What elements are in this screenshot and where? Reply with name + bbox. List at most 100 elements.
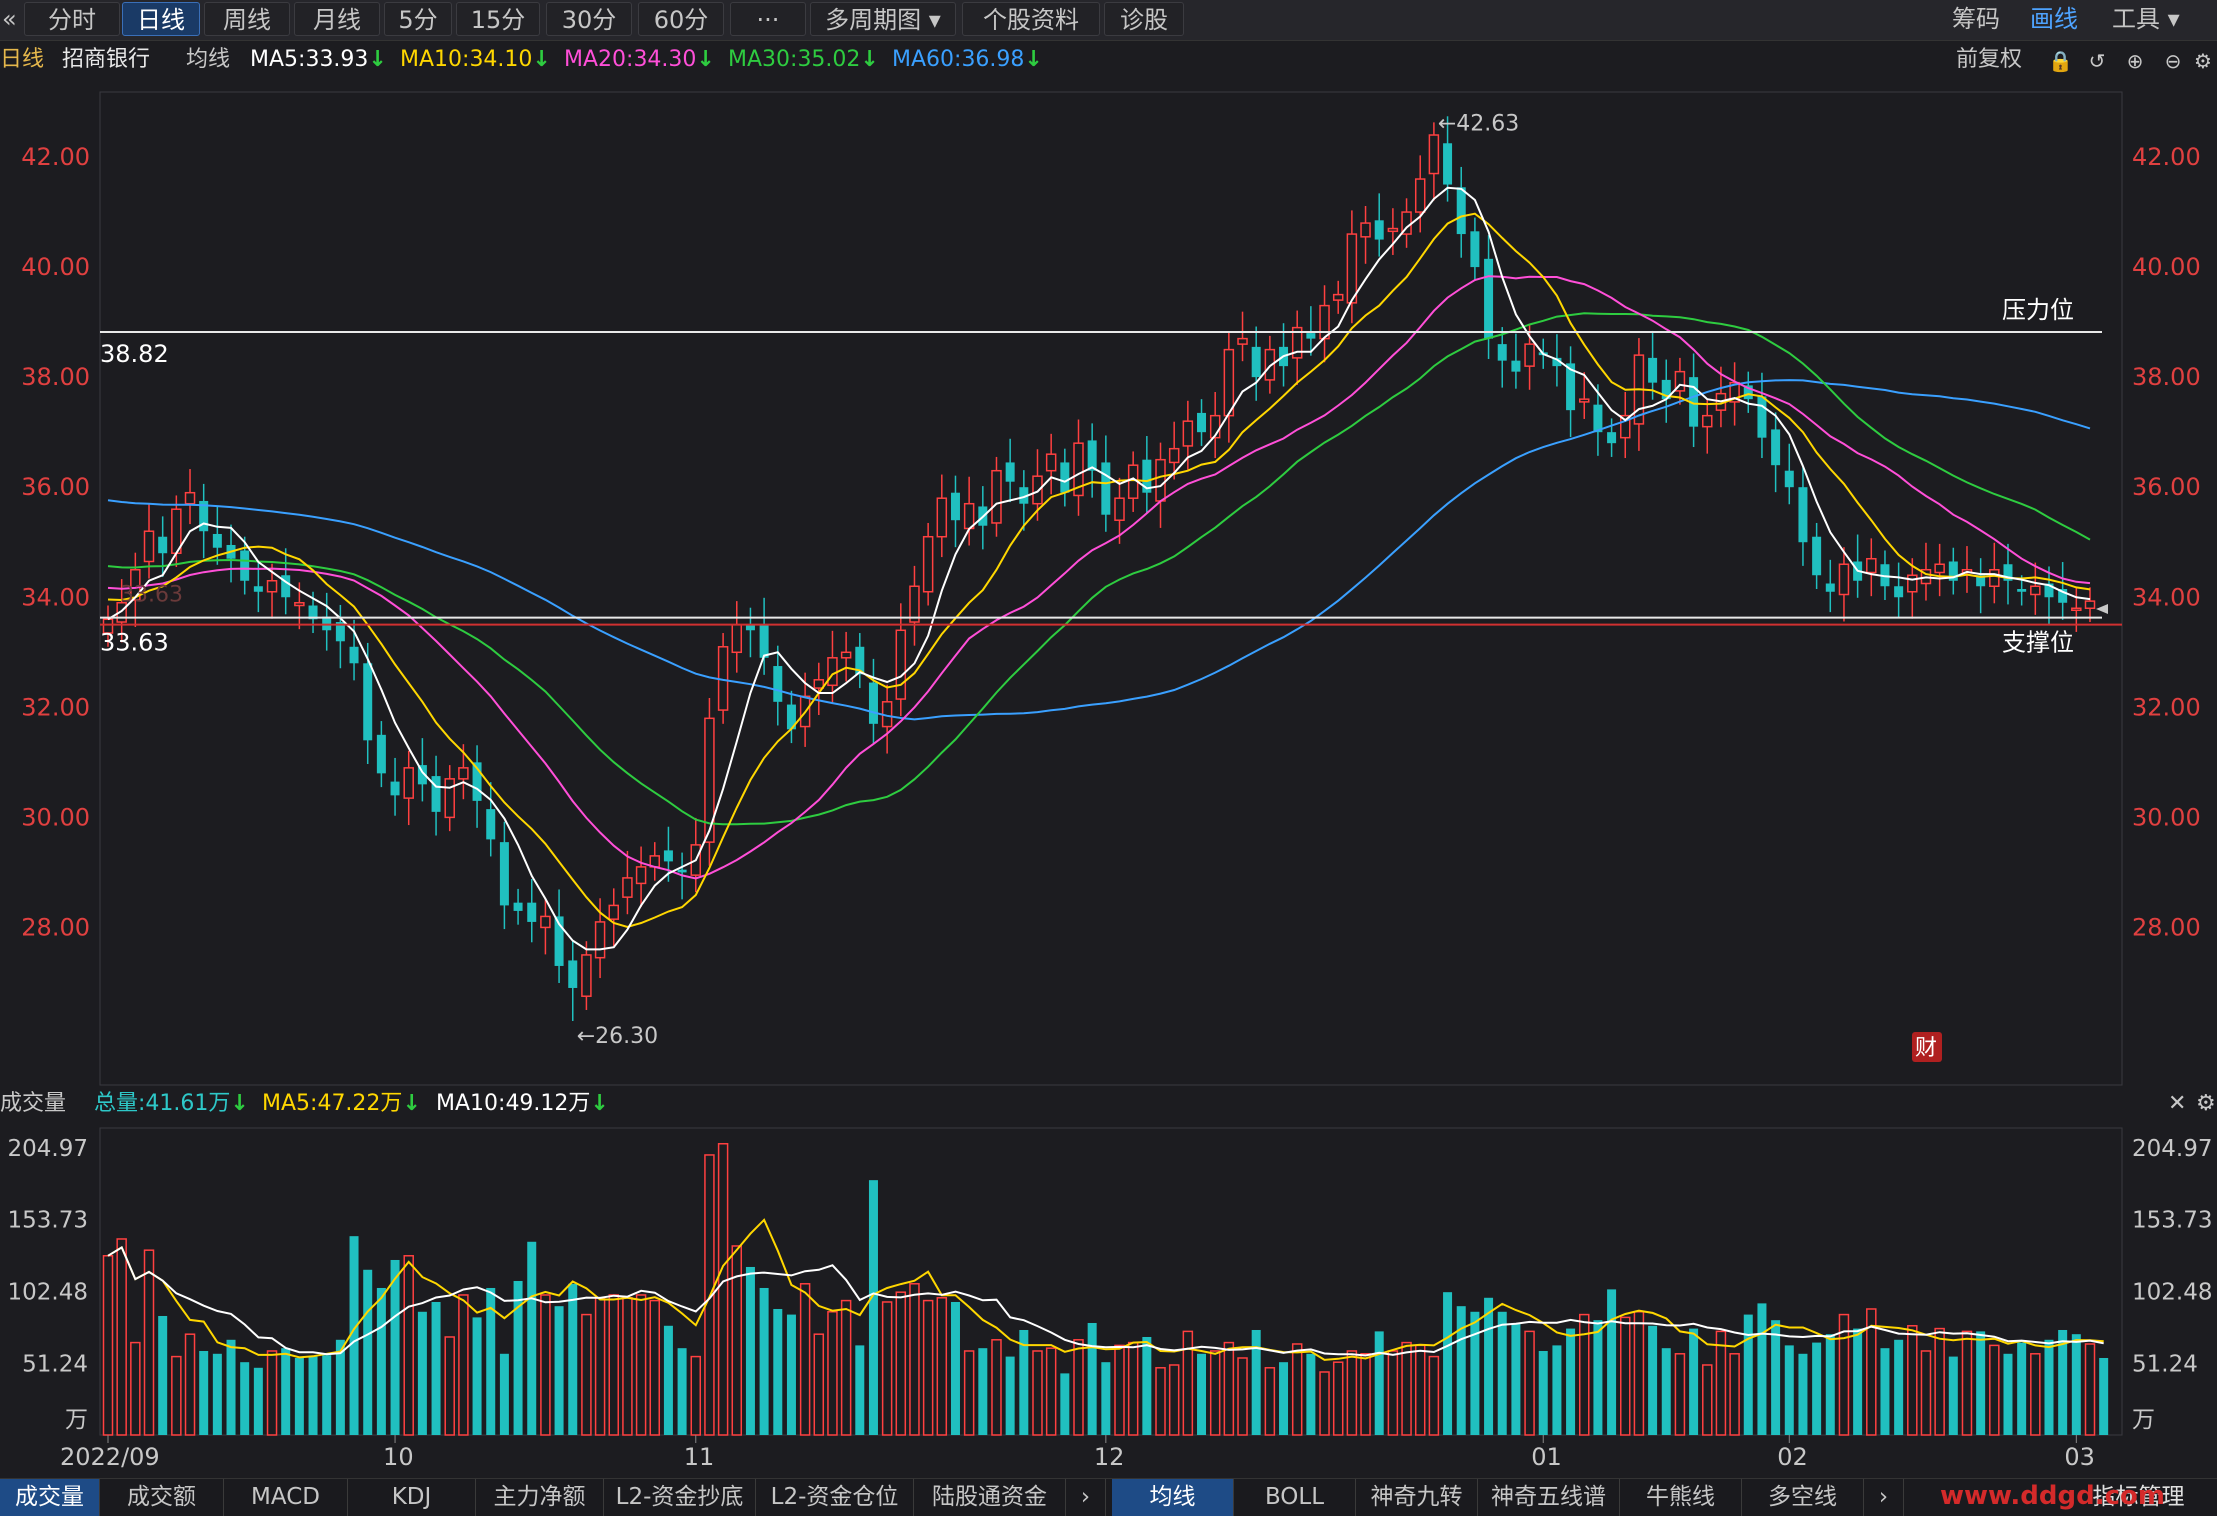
volume-bar-up — [608, 1294, 620, 1436]
candle-body-down — [1948, 561, 1958, 581]
tab-30min[interactable]: 30分 — [546, 2, 632, 36]
volume-bar-down — [1005, 1356, 1015, 1435]
ma-label[interactable]: 均线 — [186, 47, 231, 72]
candle-body-down — [158, 536, 168, 554]
candle-body-down — [199, 500, 209, 532]
tab-weekly[interactable]: 周线 — [204, 2, 290, 36]
volume-bar-up — [1332, 1361, 1344, 1436]
price-tick-right: 38.00 — [2132, 363, 2201, 391]
tab-long-short[interactable]: 多空线 — [1742, 1479, 1864, 1516]
tab-15min[interactable]: 15分 — [456, 2, 540, 36]
volume-bar-down — [978, 1348, 988, 1435]
volume-bar-up — [1360, 1353, 1371, 1436]
draw-line-button[interactable]: 画线 — [2030, 5, 2078, 33]
volume-bar-down — [308, 1356, 318, 1435]
ma60-value: MA60:36.98↓ — [892, 40, 1043, 80]
tab-boll[interactable]: BOLL — [1234, 1479, 1356, 1516]
candle-body-down — [1689, 377, 1699, 427]
tab-northbound[interactable]: 陆股通资金 — [914, 1479, 1066, 1516]
tab-monthly[interactable]: 月线 — [294, 2, 380, 36]
volume-bar-up — [1209, 1350, 1221, 1436]
tab-magic-nine[interactable]: 神奇九转 — [1356, 1479, 1478, 1516]
candle-body-down — [1511, 360, 1521, 372]
kline-chart[interactable]: 42.00 42.00 40.00 40.00 38.00 38.00 36.00 36.00… — [0, 80, 2217, 1478]
tab-bull-bear[interactable]: 牛熊线 — [1620, 1479, 1742, 1516]
ma30-down-icon: ↓ — [860, 47, 879, 72]
volume-bar-up — [1866, 1308, 1877, 1436]
candle-body-down — [308, 605, 318, 620]
volume-bar-up — [1401, 1341, 1412, 1436]
tab-kdj[interactable]: KDJ — [348, 1479, 476, 1516]
candle-body-down — [1306, 333, 1316, 339]
candle-body-up — [1428, 134, 1440, 175]
tab-ma-overlay[interactable]: 均线 — [1112, 1479, 1234, 1516]
volume-bar-down — [1689, 1328, 1699, 1435]
candle-body-down — [349, 646, 359, 664]
scroll-right-icon[interactable]: › — [1066, 1479, 1106, 1516]
finance-icon: 财 — [1915, 1036, 1937, 1061]
stock-profile-button[interactable]: 个股资料 — [962, 2, 1100, 36]
tab-l2-position[interactable]: L2-资金仓位 — [756, 1479, 914, 1516]
candle-body-up — [1291, 326, 1303, 359]
candle-body-up — [622, 877, 633, 898]
volume-bar-up — [881, 1301, 893, 1436]
volume-bar-down — [1019, 1329, 1029, 1435]
price-tick-left: 40.00 — [21, 253, 90, 281]
candle-body-down — [855, 646, 865, 675]
tab-volume[interactable]: 成交量 — [0, 1479, 100, 1516]
tab-5min[interactable]: 5分 — [384, 2, 452, 36]
zoom-out-icon[interactable]: ⊖ — [2164, 49, 2182, 73]
volume-bar-down — [677, 1348, 687, 1435]
volume-tick-left: 51.24 — [22, 1351, 88, 1377]
candle-body-down — [1771, 429, 1781, 466]
ma20-down-icon: ↓ — [696, 47, 715, 72]
collapse-icon[interactable]: « — [2, 5, 17, 33]
volume-bar-down — [527, 1241, 537, 1435]
watermark: www.ddgd.com — [1940, 1481, 2165, 1511]
stock-name[interactable]: 招商银行 — [62, 47, 151, 72]
price-tick-left: 34.00 — [21, 583, 90, 611]
settings-icon[interactable]: ⚙ — [2194, 49, 2212, 73]
tab-macd[interactable]: MACD — [224, 1479, 348, 1516]
undo-icon[interactable]: ↺ — [2088, 49, 2106, 73]
candle-body-up — [2084, 600, 2096, 610]
candle-body-down — [390, 781, 400, 796]
tab-l2-bottom[interactable]: L2-资金抄底 — [604, 1479, 756, 1516]
volume-total-down-icon: ↓ — [230, 1091, 249, 1116]
volume-bar-down — [1251, 1329, 1261, 1435]
candle-body-up — [840, 651, 852, 659]
volume-bar-down — [1456, 1306, 1466, 1435]
tools-dropdown[interactable]: 工具 ▾ — [2112, 5, 2180, 33]
volume-bar-up — [171, 1355, 182, 1436]
chip-button[interactable]: 筹码 — [1952, 5, 2000, 33]
volume-bar-up — [1715, 1330, 1727, 1436]
volume-ma10-line — [107, 1245, 2104, 1357]
tab-turnover[interactable]: 成交额 — [100, 1479, 224, 1516]
indicator-settings-icon[interactable]: ⚙ — [2196, 1091, 2216, 1116]
volume-bar-down — [240, 1362, 250, 1435]
volume-bar-down — [568, 1283, 578, 1435]
candle-body-down — [1566, 363, 1576, 411]
tab-daily[interactable]: 日线 — [122, 2, 200, 36]
tab-60min[interactable]: 60分 — [638, 2, 724, 36]
zoom-in-icon[interactable]: ⊕ — [2126, 49, 2144, 73]
tab-magic-five[interactable]: 神奇五线谱 — [1478, 1479, 1620, 1516]
ma20-text: MA20:34.30 — [564, 47, 697, 72]
candle-body-down — [1101, 462, 1111, 515]
lock-icon[interactable]: 🔒 — [2048, 49, 2073, 73]
more-periods-button[interactable]: ··· — [730, 2, 806, 36]
volume-bar-up — [184, 1333, 196, 1436]
indicator-manage-button[interactable]: 指标管理 — [2092, 1484, 2185, 1510]
tab-fenshi[interactable]: 分时 — [24, 2, 120, 36]
volume-bar-up — [1168, 1364, 1180, 1436]
volume-bar-down — [1142, 1336, 1152, 1435]
scroll-right-icon-2[interactable]: › — [1864, 1479, 1904, 1516]
volume-bar-down — [1948, 1356, 1958, 1435]
close-indicator-icon[interactable]: ✕ — [2168, 1091, 2187, 1116]
multi-period-dropdown[interactable]: 多周期图 ▾ — [810, 2, 956, 36]
diagnose-button[interactable]: 诊股 — [1104, 2, 1184, 36]
candle-body-down — [2058, 589, 2068, 603]
adjust-button[interactable]: 前复权 — [1956, 47, 2023, 72]
volume-bar-up — [143, 1249, 155, 1436]
tab-main-net[interactable]: 主力净额 — [476, 1479, 604, 1516]
